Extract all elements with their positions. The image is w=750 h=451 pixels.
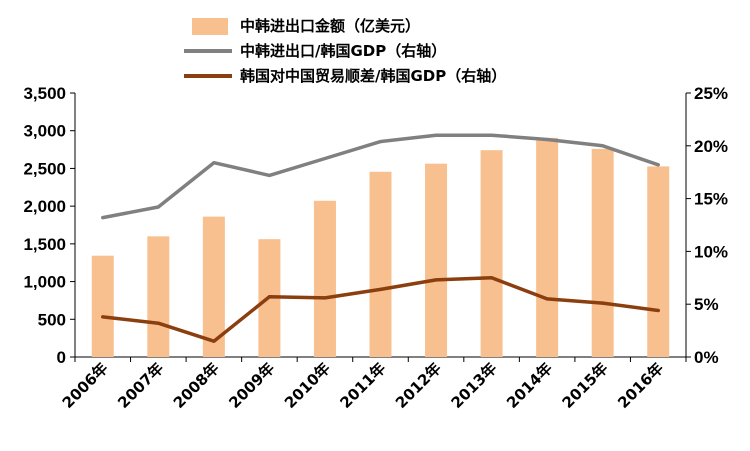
bar xyxy=(147,236,170,357)
x-tick-label: 2015年 xyxy=(559,359,612,412)
right-tick-label: 5% xyxy=(694,295,719,314)
legend-label: 中韩进出口/韩国GDP（右轴） xyxy=(240,42,446,60)
left-tick-label: 500 xyxy=(38,310,66,329)
line-point xyxy=(434,278,438,282)
line-point xyxy=(267,173,271,177)
line-point xyxy=(101,216,105,220)
x-tick-labels: 2006年 2007年 2008年 2009年 2010年 2011年 2012年 2013年… xyxy=(59,359,667,412)
line-point xyxy=(379,287,382,291)
line-point xyxy=(490,276,494,280)
left-tick-label: 3,000 xyxy=(23,122,66,141)
legend: 中韩进出口金额（亿美元） 中韩进出口/韩国GDP（右轴） 韩国对中国贸易顺差/韩国G… xyxy=(184,17,506,85)
x-tick-label: 2007年 xyxy=(114,359,167,412)
right-tick-label: 10% xyxy=(694,242,728,261)
legend-label: 中韩进出口金额（亿美元） xyxy=(240,17,420,35)
left-tick-label: 2,000 xyxy=(23,197,66,216)
bar-series xyxy=(91,137,670,357)
line-point xyxy=(323,296,327,300)
x-tick-label: 2006年 xyxy=(59,359,112,412)
bar xyxy=(202,216,225,357)
right-tick-label: 15% xyxy=(694,190,728,209)
x-tick-label: 2012年 xyxy=(392,359,445,412)
x-tick-label: 2016年 xyxy=(614,359,667,412)
line-series xyxy=(101,133,660,343)
bar xyxy=(480,150,503,357)
right-tick-label: 20% xyxy=(694,137,728,156)
bar xyxy=(91,255,114,357)
left-tick-label: 2,500 xyxy=(23,159,66,178)
line-point xyxy=(212,339,216,343)
x-tick-label: 2013年 xyxy=(448,359,501,412)
line-point xyxy=(601,144,605,148)
right-tick-label: 25% xyxy=(694,84,728,103)
line-point xyxy=(156,321,160,325)
line-point xyxy=(267,295,271,299)
line-point xyxy=(545,297,549,301)
x-tick-label: 2008年 xyxy=(170,359,223,412)
axes: 0 500 1,000 1,500 2,000 2,500 3,000 3,500 0% 5% 10… xyxy=(23,84,728,367)
line-point xyxy=(545,137,549,141)
x-tick-label: 2014年 xyxy=(503,359,556,412)
line-point xyxy=(656,309,660,313)
line-point xyxy=(490,133,494,137)
line-point xyxy=(212,161,216,165)
bar xyxy=(369,171,392,357)
x-tick-label: 2011年 xyxy=(336,359,389,412)
bar xyxy=(425,163,448,357)
line-point xyxy=(323,156,327,160)
bar xyxy=(647,166,670,357)
line-point xyxy=(379,140,382,144)
left-tick-label: 1,500 xyxy=(23,235,66,254)
bar xyxy=(313,200,336,357)
line-point xyxy=(601,301,605,305)
right-tick-label: 0% xyxy=(694,348,719,367)
legend-label: 韩国对中国贸易顺差/韩国GDP（右轴） xyxy=(240,67,506,85)
left-tick-label: 0 xyxy=(57,348,66,367)
left-tick-label: 3,500 xyxy=(23,84,66,103)
bar xyxy=(591,148,614,357)
line-point xyxy=(434,133,438,137)
x-tick-label: 2010年 xyxy=(281,359,334,412)
legend-swatch-bar xyxy=(192,18,228,35)
line-point xyxy=(101,315,105,319)
left-tick-label: 1,000 xyxy=(23,273,66,292)
line-point xyxy=(156,205,160,209)
x-tick-label: 2009年 xyxy=(225,359,278,412)
line-point xyxy=(656,163,660,167)
bar xyxy=(536,137,559,357)
